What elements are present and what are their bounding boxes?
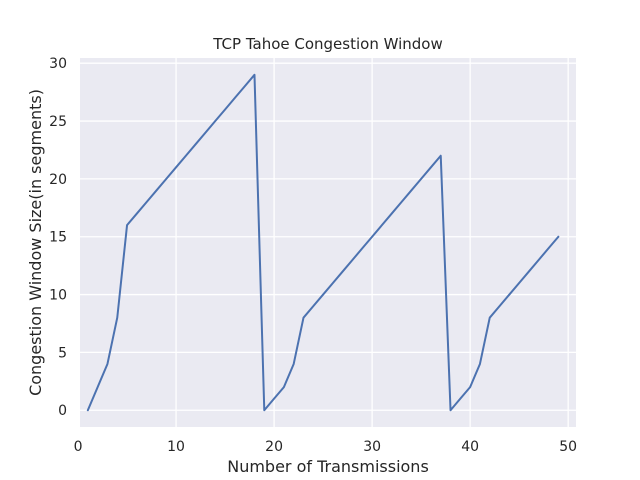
y-tick-label: 10 — [49, 288, 67, 304]
x-tick-label: 0 — [74, 439, 83, 455]
y-tick-label: 5 — [58, 345, 67, 361]
tick-labels: 0 10 20 30 40 50 0 5 10 15 20 25 30 — [49, 56, 577, 455]
x-tick-label: 30 — [363, 439, 381, 455]
x-tick-label: 40 — [461, 439, 479, 455]
plot-area — [80, 58, 576, 427]
y-tick-label: 25 — [49, 114, 67, 130]
y-tick-label: 30 — [49, 56, 67, 72]
x-axis-label: Number of Transmissions — [227, 457, 429, 476]
x-tick-label: 10 — [167, 439, 185, 455]
y-tick-label: 0 — [58, 403, 67, 419]
y-axis-label: Congestion Window Size(in segments) — [26, 89, 45, 396]
chart-title: TCP Tahoe Congestion Window — [212, 35, 443, 53]
x-tick-label: 50 — [559, 439, 577, 455]
x-tick-label: 20 — [265, 439, 283, 455]
y-tick-label: 15 — [49, 230, 67, 246]
series-line — [86, 73, 560, 412]
grid-lines — [77, 58, 576, 427]
series-layer — [86, 73, 560, 412]
y-tick-label: 20 — [49, 172, 67, 188]
